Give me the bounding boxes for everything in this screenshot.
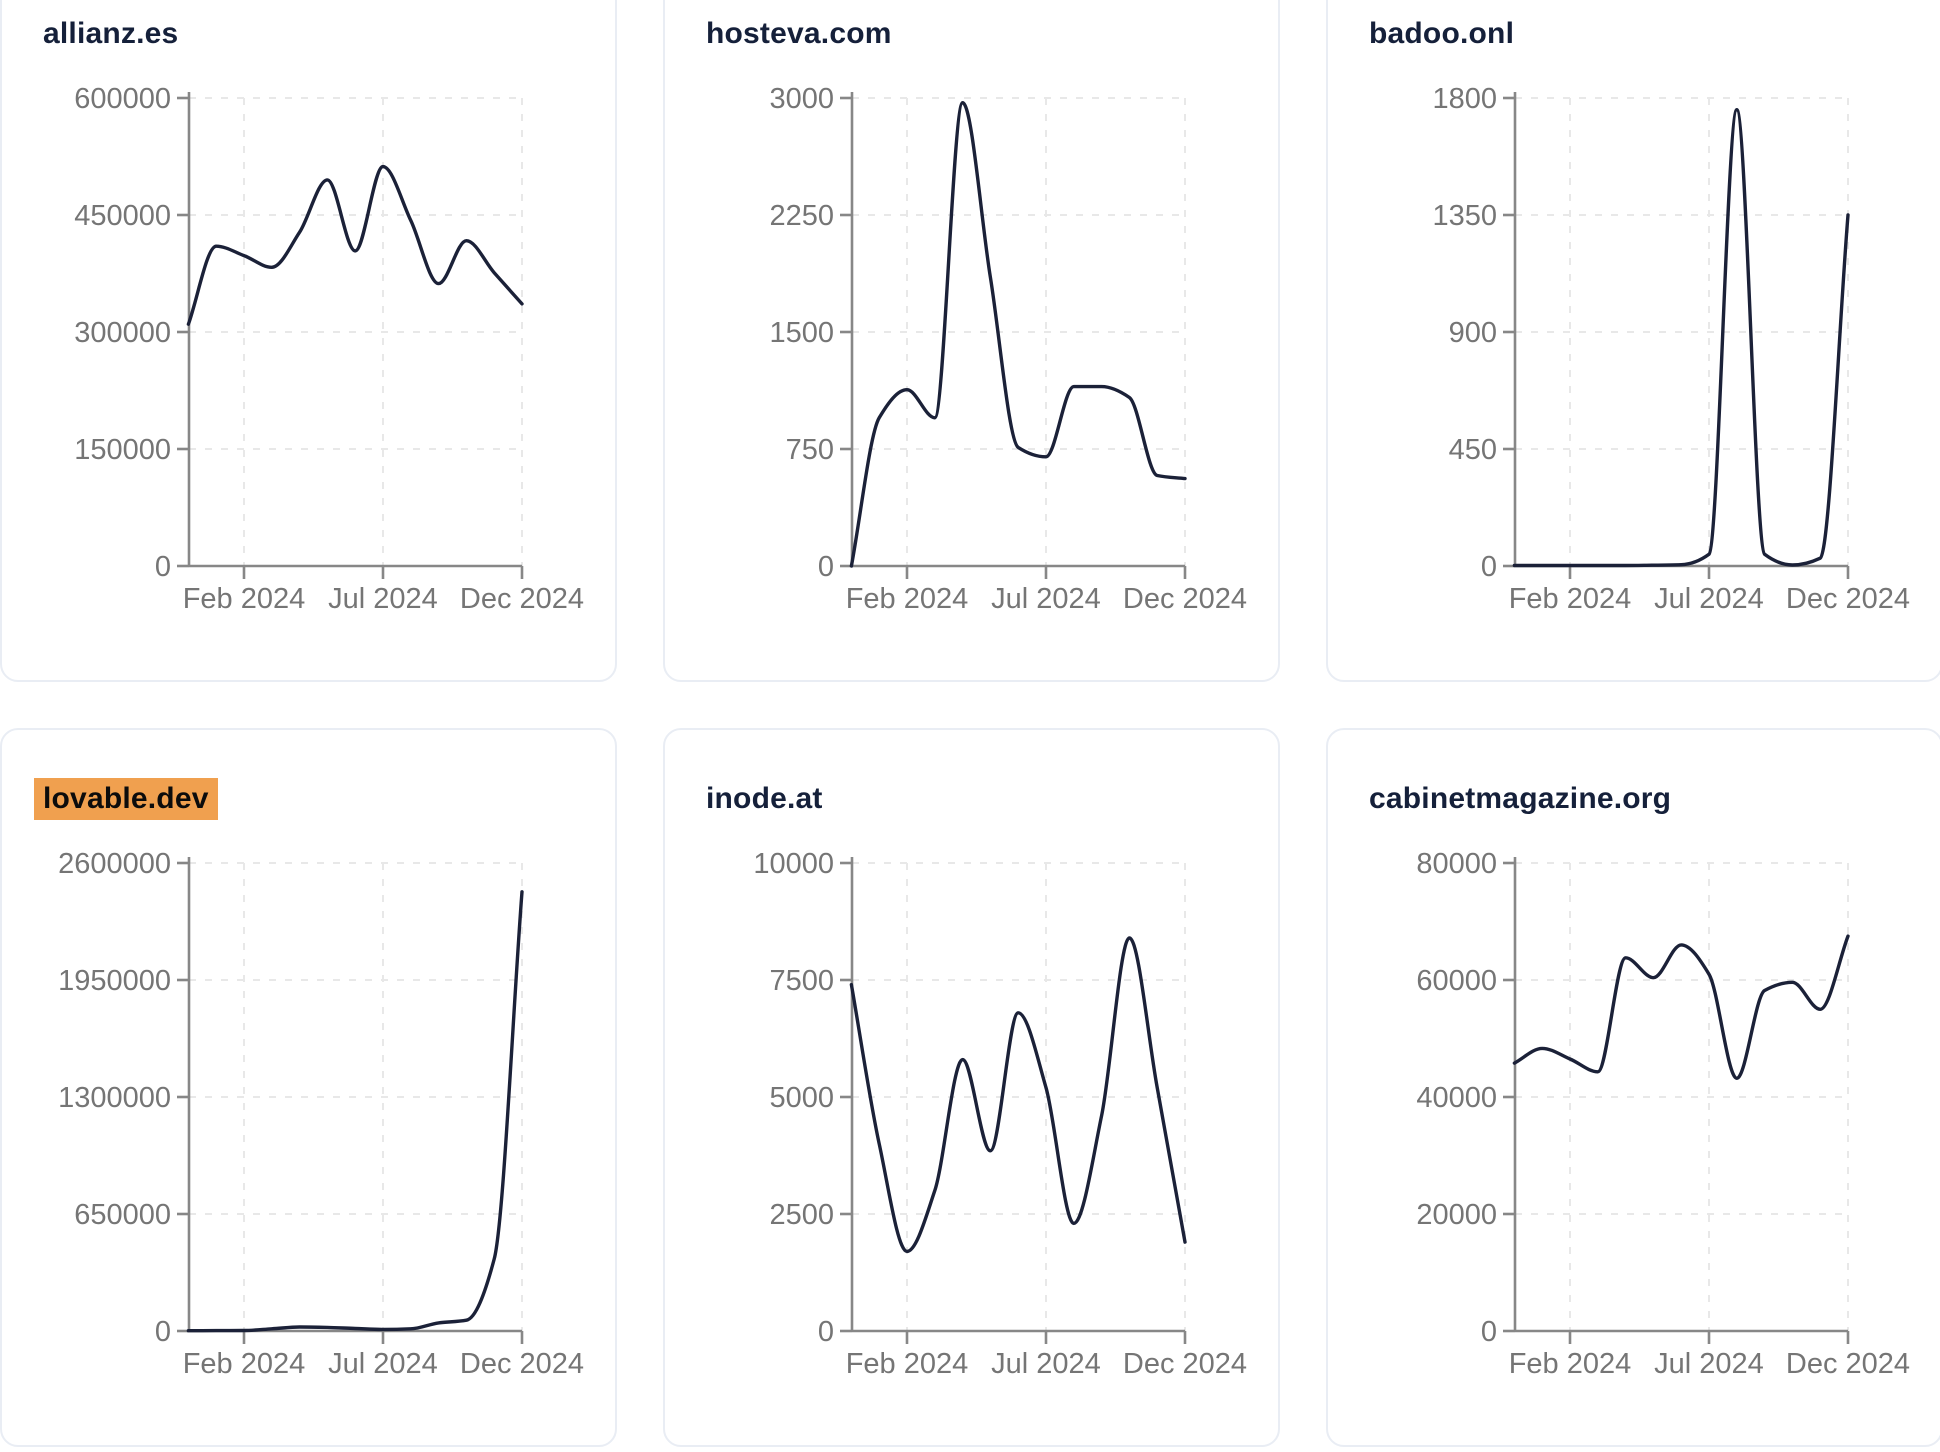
y-tick-label: 2250 [769, 200, 834, 232]
y-tick-label: 2600000 [58, 848, 171, 880]
y-tick-label: 450000 [74, 200, 171, 232]
x-tick-label: Jul 2024 [328, 1348, 438, 1380]
x-tick-label: Jul 2024 [328, 583, 438, 615]
y-tick-label: 20000 [1416, 1199, 1497, 1231]
traffic-line-chart[interactable]: 0 650000 1300000 1950000 2600000 Feb 2024 Jul … [2, 730, 619, 1449]
traffic-series-line [849, 100, 1187, 568]
domain-title: inode.at [706, 782, 823, 816]
x-tick-label: Dec 2024 [460, 1348, 584, 1380]
x-tick-label: Dec 2024 [1123, 1348, 1247, 1380]
traffic-series-line [186, 890, 524, 1333]
y-tick-label: 0 [1481, 551, 1497, 583]
domain-title-text: inode.at [706, 782, 823, 815]
y-tick-label: 40000 [1416, 1082, 1497, 1114]
domain-title-text: hosteva.com [706, 17, 892, 50]
domain-card[interactable]: hosteva.com 0 750 1500 2250 3000 Feb 2024 Jul … [663, 0, 1280, 682]
traffic-series-line [1512, 934, 1850, 1080]
y-tick-label: 80000 [1416, 848, 1497, 880]
domain-card[interactable]: allianz.es 0 150000 300000 450000 600000 Feb … [0, 0, 617, 682]
domain-title: allianz.es [43, 17, 178, 51]
y-tick-label: 1950000 [58, 965, 171, 997]
traffic-line-chart[interactable]: 0 2500 5000 7500 10000 Feb 2024 Jul 2024 Dec 20… [665, 730, 1282, 1449]
y-tick-label: 0 [818, 551, 834, 583]
y-tick-label: 0 [155, 551, 171, 583]
y-tick-label: 3000 [769, 83, 834, 115]
y-tick-label: 0 [1481, 1316, 1497, 1348]
domain-title: lovable.dev [34, 778, 218, 820]
y-tick-label: 900 [1449, 317, 1497, 349]
traffic-line-chart[interactable]: 0 20000 40000 60000 80000 Feb 2024 Jul 2024 Dec… [1328, 730, 1940, 1449]
domain-title-text: lovable.dev [34, 778, 218, 820]
x-tick-label: Feb 2024 [1509, 583, 1632, 615]
y-tick-label: 0 [818, 1316, 834, 1348]
y-tick-label: 1350 [1432, 200, 1497, 232]
y-tick-label: 60000 [1416, 965, 1497, 997]
domain-card[interactable]: badoo.onl 0 450 900 1350 1800 Feb 2024 Jul 202… [1326, 0, 1940, 682]
x-tick-label: Feb 2024 [1509, 1348, 1632, 1380]
domain-card[interactable]: lovable.dev 0 650000 1300000 1950000 2600000… [0, 728, 617, 1447]
domain-title: cabinetmagazine.org [1369, 782, 1671, 816]
y-tick-label: 600000 [74, 83, 171, 115]
y-tick-label: 2500 [769, 1199, 834, 1231]
x-tick-label: Feb 2024 [846, 583, 969, 615]
y-tick-label: 0 [155, 1316, 171, 1348]
y-tick-label: 650000 [74, 1199, 171, 1231]
x-tick-label: Feb 2024 [846, 1348, 969, 1380]
x-tick-label: Jul 2024 [1654, 583, 1764, 615]
domain-title-text: allianz.es [43, 17, 179, 50]
x-tick-label: Feb 2024 [183, 1348, 306, 1380]
domain-title: badoo.onl [1369, 17, 1514, 51]
y-tick-label: 10000 [753, 848, 834, 880]
x-tick-label: Dec 2024 [1786, 1348, 1910, 1380]
domain-card[interactable]: inode.at 0 2500 5000 7500 10000 Feb 2024 Jul 2… [663, 728, 1280, 1447]
traffic-line-chart[interactable]: 0 750 1500 2250 3000 Feb 2024 Jul 2024 Dec 2024 [665, 0, 1282, 684]
x-tick-label: Dec 2024 [1123, 583, 1247, 615]
traffic-line-chart[interactable]: 0 150000 300000 450000 600000 Feb 2024 Jul 202… [2, 0, 619, 684]
domain-title-text: cabinetmagazine.org [1369, 782, 1672, 815]
y-tick-label: 5000 [769, 1082, 834, 1114]
y-tick-label: 450 [1449, 434, 1497, 466]
y-tick-label: 1800 [1432, 83, 1497, 115]
domain-card[interactable]: cabinetmagazine.org 0 20000 40000 60000 8000… [1326, 728, 1940, 1447]
x-tick-label: Feb 2024 [183, 583, 306, 615]
domain-title: hosteva.com [706, 17, 892, 51]
x-tick-label: Dec 2024 [1786, 583, 1910, 615]
domain-title-text: badoo.onl [1369, 17, 1515, 50]
x-tick-label: Jul 2024 [1654, 1348, 1764, 1380]
y-tick-label: 300000 [74, 317, 171, 349]
y-tick-label: 1500 [769, 317, 834, 349]
traffic-line-chart[interactable]: 0 450 900 1350 1800 Feb 2024 Jul 2024 Dec 2024 [1328, 0, 1940, 684]
traffic-series-line [1512, 107, 1850, 568]
x-tick-label: Jul 2024 [991, 583, 1101, 615]
x-tick-label: Dec 2024 [460, 583, 584, 615]
x-tick-label: Jul 2024 [991, 1348, 1101, 1380]
traffic-series-line [186, 164, 524, 326]
y-tick-label: 7500 [769, 965, 834, 997]
y-tick-label: 750 [786, 434, 834, 466]
y-tick-label: 150000 [74, 434, 171, 466]
y-tick-label: 1300000 [58, 1082, 171, 1114]
traffic-series-line [849, 936, 1187, 1254]
